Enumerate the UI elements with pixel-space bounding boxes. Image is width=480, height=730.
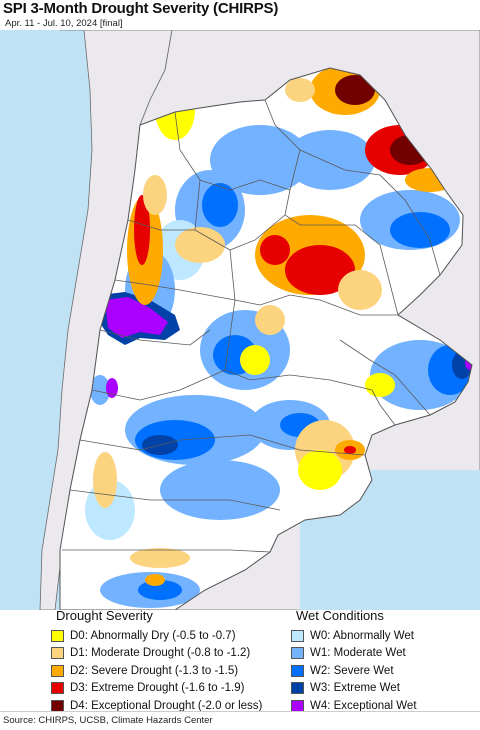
legend-label: W1: Moderate Wet xyxy=(310,647,406,660)
legend-swatch xyxy=(291,629,304,642)
legend-label: D0: Abnormally Dry (-0.5 to -0.7) xyxy=(70,629,236,642)
study-outline xyxy=(59,67,473,611)
wet-legend-heading: Wet Conditions xyxy=(296,608,384,623)
drought-legend-heading: Drought Severity xyxy=(56,608,153,623)
admin-borders xyxy=(62,99,441,553)
legend-label: W4: Exceptional Wet xyxy=(310,699,417,712)
legend-swatch xyxy=(291,647,304,660)
map-canvas xyxy=(0,29,480,611)
legend: Drought Severity D0: Abnormally Dry (-0.… xyxy=(0,608,480,712)
drought-legend: Drought Severity D0: Abnormally Dry (-0.… xyxy=(51,608,262,715)
map-title: SPI 3-Month Drought Severity (CHIRPS) xyxy=(3,0,279,17)
legend-label: D3: Extreme Drought (-1.6 to -1.9) xyxy=(70,682,245,695)
legend-label: W3: Extreme Wet xyxy=(310,682,400,695)
legend-item-w2: W2: Severe Wet xyxy=(291,662,417,680)
legend-item-d3: D3: Extreme Drought (-1.6 to -1.9) xyxy=(51,680,262,698)
legend-swatch xyxy=(291,699,304,712)
map-subtitle: Apr. 11 - Jul. 10, 2024 [final] xyxy=(5,18,123,29)
legend-swatch xyxy=(51,664,64,677)
legend-label: W2: Severe Wet xyxy=(310,664,394,677)
source-credit: Source: CHIRPS, UCSB, Climate Hazards Ce… xyxy=(3,715,213,726)
drought-map xyxy=(0,29,480,611)
legend-item-d0: D0: Abnormally Dry (-0.5 to -0.7) xyxy=(51,627,262,645)
legend-swatch xyxy=(291,682,304,695)
legend-item-d1: D1: Moderate Drought (-0.8 to -1.2) xyxy=(51,645,262,663)
legend-label: W0: Abnormally Wet xyxy=(310,629,414,642)
footer-divider xyxy=(0,711,480,712)
legend-item-w0: W0: Abnormally Wet xyxy=(291,627,417,645)
legend-swatch xyxy=(291,664,304,677)
legend-swatch xyxy=(51,699,64,712)
legend-label: D1: Moderate Drought (-0.8 to -1.2) xyxy=(70,647,251,660)
legend-item-w3: W3: Extreme Wet xyxy=(291,680,417,698)
legend-swatch xyxy=(51,629,64,642)
legend-item-d2: D2: Severe Drought (-1.3 to -1.5) xyxy=(51,662,262,680)
legend-item-w1: W1: Moderate Wet xyxy=(291,645,417,663)
legend-swatch xyxy=(51,647,64,660)
legend-label: D2: Severe Drought (-1.3 to -1.5) xyxy=(70,664,239,677)
legend-item-d4: D4: Exceptional Drought (-2.0 or less) xyxy=(51,697,262,715)
legend-item-w4: W4: Exceptional Wet xyxy=(291,697,417,715)
legend-swatch xyxy=(51,682,64,695)
wet-legend: Wet Conditions W0: Abnormally Wet W1: Mo… xyxy=(291,608,417,715)
legend-label: D4: Exceptional Drought (-2.0 or less) xyxy=(70,699,263,712)
